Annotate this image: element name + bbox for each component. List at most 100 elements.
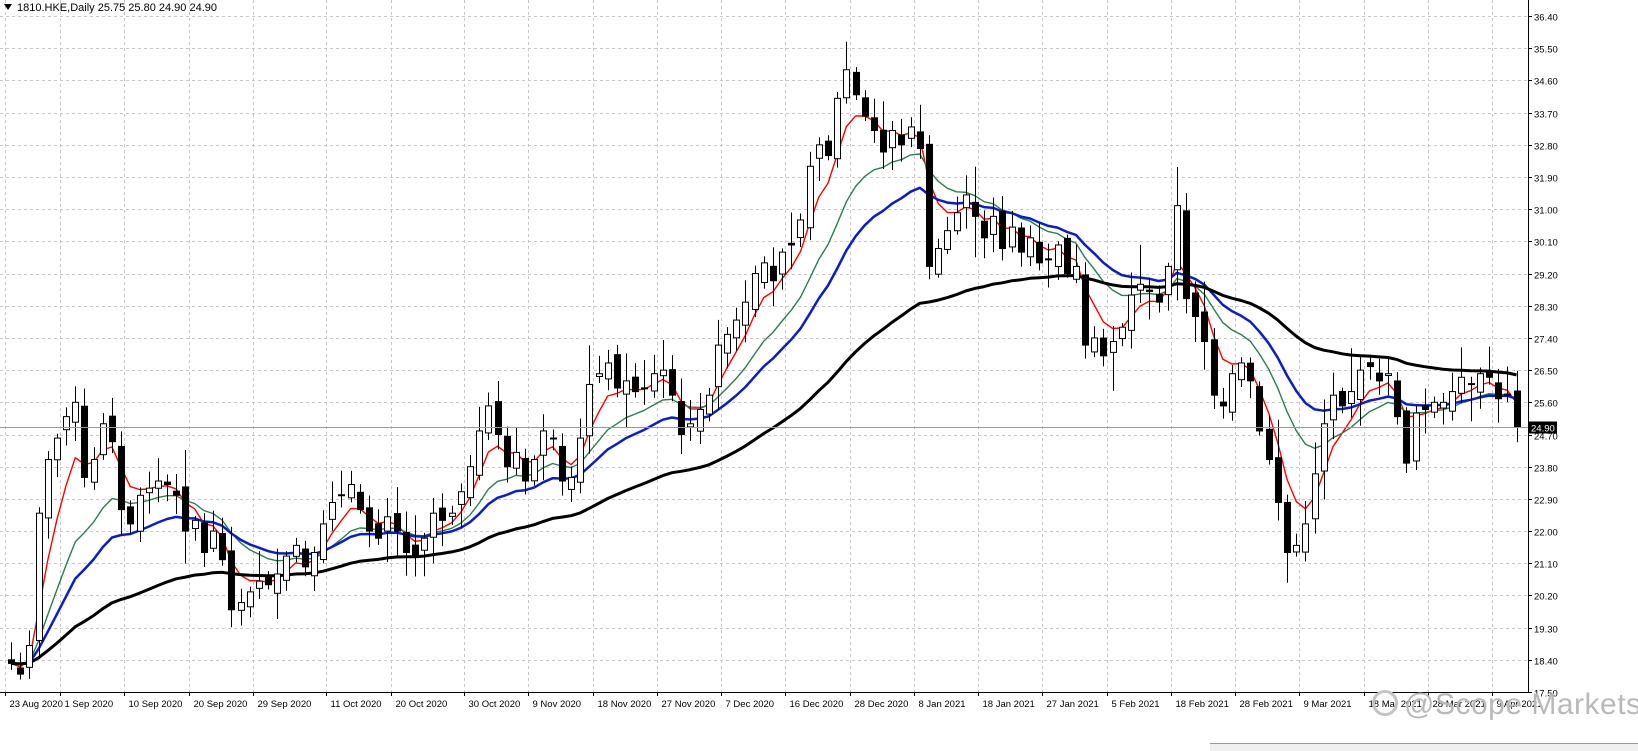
candle-body (1119, 326, 1126, 340)
y-tick-label: 28.30 (1534, 303, 1558, 314)
candle-body (137, 494, 144, 532)
candle-body (449, 512, 456, 517)
x-tick-label: 18 Jan 2021 (983, 699, 1035, 710)
candle-body (898, 134, 905, 146)
candle-body (100, 423, 107, 456)
candle-body (999, 210, 1006, 250)
candle-body (81, 405, 88, 478)
x-tick-label: 28 Feb 2021 (1240, 699, 1293, 710)
x-tick-label: 9 Apr 2021 (1497, 699, 1543, 710)
candle-body (439, 507, 446, 521)
candle-body (375, 523, 382, 539)
y-tick-label: 22.00 (1534, 528, 1558, 539)
candle-body (293, 544, 300, 557)
x-tick-label: 9 Mar 2021 (1304, 699, 1352, 710)
candle-body (1468, 383, 1475, 386)
candle-body (1027, 237, 1034, 258)
candle-body (1348, 391, 1355, 404)
candle-body (1229, 373, 1236, 413)
y-tick-label: 31.90 (1534, 174, 1558, 185)
x-tick-label: 27 Nov 2020 (662, 699, 716, 710)
x-tick-label: 5 Feb 2021 (1112, 699, 1160, 710)
candle-body (1284, 501, 1291, 554)
candle-body (1128, 294, 1135, 331)
candle-body (1174, 205, 1181, 271)
ma-line-1 (10, 153, 1517, 666)
candle-body (1385, 373, 1392, 376)
candle-body (1220, 401, 1227, 407)
y-tick-label: 20.20 (1534, 592, 1558, 603)
dropdown-triangle-icon[interactable] (4, 4, 12, 10)
candle-body (1403, 410, 1410, 464)
candle-body (1495, 382, 1502, 400)
candle-body (109, 415, 116, 443)
candle-body (274, 573, 281, 594)
y-tick-label: 22.90 (1534, 496, 1558, 507)
candle-body (127, 506, 134, 525)
x-tick-label: 28 Mar 2021 (1433, 699, 1486, 710)
x-tick-label: 20 Sep 2020 (194, 699, 248, 710)
x-tick-label: 27 Jan 2021 (1047, 699, 1099, 710)
candle-body (1073, 265, 1080, 280)
candle-body (963, 194, 970, 209)
candle-body (706, 394, 713, 415)
candle-body (770, 265, 777, 282)
y-tick-label: 33.70 (1534, 110, 1558, 121)
chart-tab-strip[interactable] (1210, 743, 1638, 751)
candle-body (660, 369, 667, 377)
candle-body (1100, 337, 1107, 357)
candle-body (228, 550, 235, 611)
candle-body (1440, 401, 1447, 409)
candle-body (311, 552, 318, 577)
candle-body (155, 480, 162, 489)
y-tick-label: 36.40 (1534, 13, 1558, 24)
candle-body (1192, 292, 1199, 317)
candle-body (1275, 457, 1282, 503)
candle-body (36, 512, 43, 641)
candle-body (834, 97, 841, 160)
candle-body (1091, 337, 1098, 353)
y-tick-label: 31.00 (1534, 206, 1558, 217)
x-tick-label: 20 Oct 2020 (396, 699, 448, 710)
x-tick-label: 10 Sep 2020 (129, 699, 183, 710)
y-tick-label: 27.40 (1534, 335, 1558, 346)
candle-body (1376, 372, 1383, 382)
candle-body (1183, 210, 1190, 300)
candle-body (623, 380, 630, 395)
x-tick-label: 8 Jan 2021 (919, 699, 966, 710)
candle-body (577, 437, 584, 483)
candle-body (219, 533, 226, 561)
candle-body (853, 71, 860, 96)
candle-body (201, 522, 208, 554)
candle-body (421, 537, 428, 551)
candle-body (807, 165, 814, 229)
candle-body (476, 430, 483, 476)
candle-body (908, 126, 915, 139)
y-tick-label: 32.80 (1534, 142, 1558, 153)
candle-body (990, 215, 997, 235)
y-tick-label: 25.60 (1534, 399, 1558, 410)
x-tick-label: 29 Sep 2020 (258, 699, 312, 710)
ma-line-2 (10, 186, 1517, 666)
candle-body (17, 667, 24, 675)
candle-body (118, 445, 125, 511)
candle-body (605, 362, 612, 380)
y-tick-label: 34.60 (1534, 77, 1558, 88)
candle-body (1321, 423, 1328, 472)
y-tick-label: 23.80 (1534, 464, 1558, 475)
candle-body (843, 69, 850, 99)
candle-body (1238, 362, 1245, 381)
candle-body (944, 230, 951, 250)
x-tick-label: 9 Nov 2020 (533, 699, 582, 710)
candle-body (862, 97, 869, 117)
candle-body (568, 476, 575, 490)
x-tick-label: 18 Nov 2020 (598, 699, 652, 710)
scope-markets-watermark: @Scope Markets (1372, 688, 1638, 722)
watermark-text: @Scope Markets (1404, 688, 1638, 721)
candle-body (816, 144, 823, 159)
candle-body (972, 201, 979, 217)
candle-body (1266, 428, 1273, 461)
candle-body (1394, 380, 1401, 418)
